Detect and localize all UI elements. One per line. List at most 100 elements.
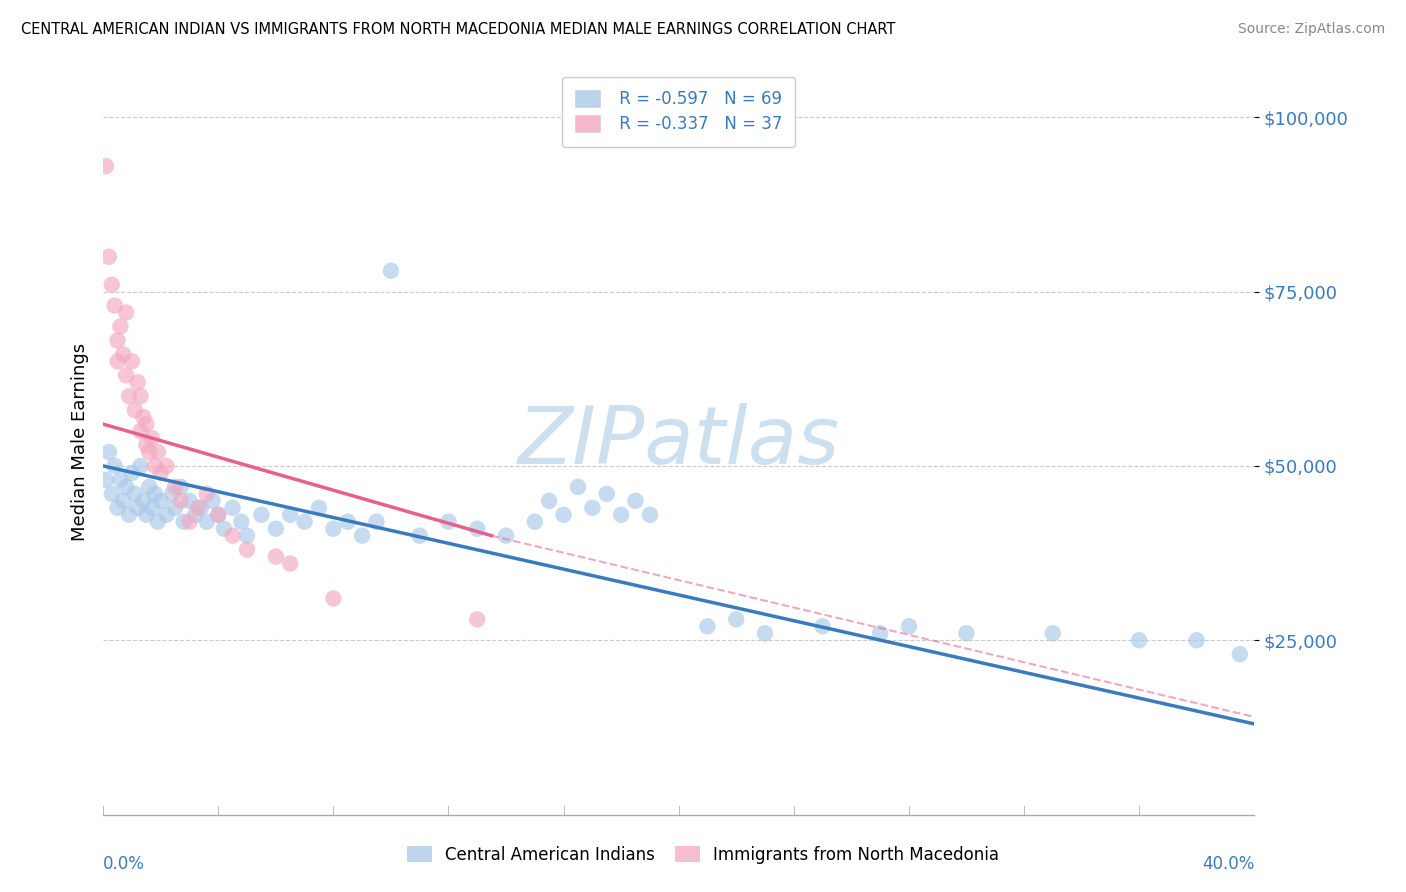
Point bbox=[146, 445, 169, 459]
Point bbox=[638, 508, 661, 522]
Point bbox=[118, 508, 141, 522]
Point bbox=[160, 487, 183, 501]
Point bbox=[184, 508, 207, 522]
Point bbox=[465, 612, 488, 626]
Text: CENTRAL AMERICAN INDIAN VS IMMIGRANTS FROM NORTH MACEDONIA MEDIAN MALE EARNINGS : CENTRAL AMERICAN INDIAN VS IMMIGRANTS FR… bbox=[21, 22, 896, 37]
Point bbox=[1042, 626, 1064, 640]
Point bbox=[94, 159, 117, 173]
Point bbox=[754, 626, 776, 640]
Point bbox=[110, 319, 132, 334]
Point bbox=[308, 500, 330, 515]
Point bbox=[195, 515, 218, 529]
Point bbox=[112, 493, 135, 508]
Point bbox=[322, 522, 344, 536]
Point bbox=[110, 473, 132, 487]
Point bbox=[336, 515, 359, 529]
Point bbox=[187, 500, 209, 515]
Point bbox=[221, 529, 243, 543]
Point bbox=[231, 515, 253, 529]
Point bbox=[107, 354, 129, 368]
Point bbox=[155, 508, 177, 522]
Point bbox=[135, 508, 157, 522]
Point bbox=[115, 480, 138, 494]
Legend:  R = -0.597   N = 69,  R = -0.337   N = 37: R = -0.597 N = 69, R = -0.337 N = 37 bbox=[562, 77, 796, 146]
Point bbox=[278, 508, 301, 522]
Point bbox=[100, 277, 122, 292]
Point bbox=[322, 591, 344, 606]
Point bbox=[437, 515, 460, 529]
Point bbox=[955, 626, 977, 640]
Point bbox=[155, 458, 177, 473]
Point bbox=[610, 508, 633, 522]
Point bbox=[236, 542, 259, 557]
Point bbox=[97, 445, 120, 459]
Point bbox=[165, 500, 187, 515]
Point bbox=[596, 487, 619, 501]
Point bbox=[97, 250, 120, 264]
Point bbox=[221, 500, 243, 515]
Point bbox=[523, 515, 546, 529]
Point bbox=[129, 458, 152, 473]
Point bbox=[264, 549, 287, 564]
Point bbox=[624, 493, 647, 508]
Point bbox=[104, 299, 127, 313]
Point bbox=[190, 500, 212, 515]
Point bbox=[100, 487, 122, 501]
Point bbox=[495, 529, 517, 543]
Point bbox=[179, 493, 201, 508]
Point bbox=[124, 487, 146, 501]
Point bbox=[538, 493, 561, 508]
Point bbox=[94, 473, 117, 487]
Point bbox=[725, 612, 748, 626]
Point bbox=[124, 403, 146, 417]
Point bbox=[135, 417, 157, 431]
Point bbox=[121, 466, 143, 480]
Point bbox=[138, 480, 160, 494]
Point bbox=[170, 493, 193, 508]
Point bbox=[143, 487, 166, 501]
Point bbox=[408, 529, 430, 543]
Point bbox=[135, 438, 157, 452]
Point bbox=[207, 508, 229, 522]
Point bbox=[170, 480, 193, 494]
Point bbox=[201, 493, 224, 508]
Point bbox=[1185, 633, 1208, 648]
Point bbox=[141, 431, 163, 445]
Point bbox=[127, 376, 149, 390]
Point bbox=[294, 515, 316, 529]
Text: Source: ZipAtlas.com: Source: ZipAtlas.com bbox=[1237, 22, 1385, 37]
Point bbox=[264, 522, 287, 536]
Point bbox=[104, 458, 127, 473]
Point bbox=[127, 500, 149, 515]
Legend: Central American Indians, Immigrants from North Macedonia: Central American Indians, Immigrants fro… bbox=[401, 839, 1005, 871]
Point bbox=[112, 347, 135, 361]
Point bbox=[132, 493, 155, 508]
Text: 40.0%: 40.0% bbox=[1202, 855, 1254, 872]
Point bbox=[143, 458, 166, 473]
Point bbox=[207, 508, 229, 522]
Point bbox=[696, 619, 718, 633]
Point bbox=[132, 410, 155, 425]
Point bbox=[352, 529, 374, 543]
Point bbox=[897, 619, 920, 633]
Point bbox=[179, 515, 201, 529]
Point bbox=[138, 445, 160, 459]
Point bbox=[195, 487, 218, 501]
Point bbox=[278, 557, 301, 571]
Point bbox=[121, 354, 143, 368]
Point bbox=[107, 500, 129, 515]
Point bbox=[581, 500, 603, 515]
Point bbox=[380, 263, 402, 277]
Text: ZIPatlas: ZIPatlas bbox=[517, 402, 839, 481]
Point bbox=[146, 515, 169, 529]
Point bbox=[366, 515, 388, 529]
Text: 0.0%: 0.0% bbox=[103, 855, 145, 872]
Point bbox=[149, 493, 172, 508]
Point bbox=[149, 466, 172, 480]
Point bbox=[1229, 647, 1251, 661]
Point bbox=[165, 480, 187, 494]
Point bbox=[129, 389, 152, 403]
Point bbox=[236, 529, 259, 543]
Point bbox=[811, 619, 834, 633]
Point bbox=[212, 522, 235, 536]
